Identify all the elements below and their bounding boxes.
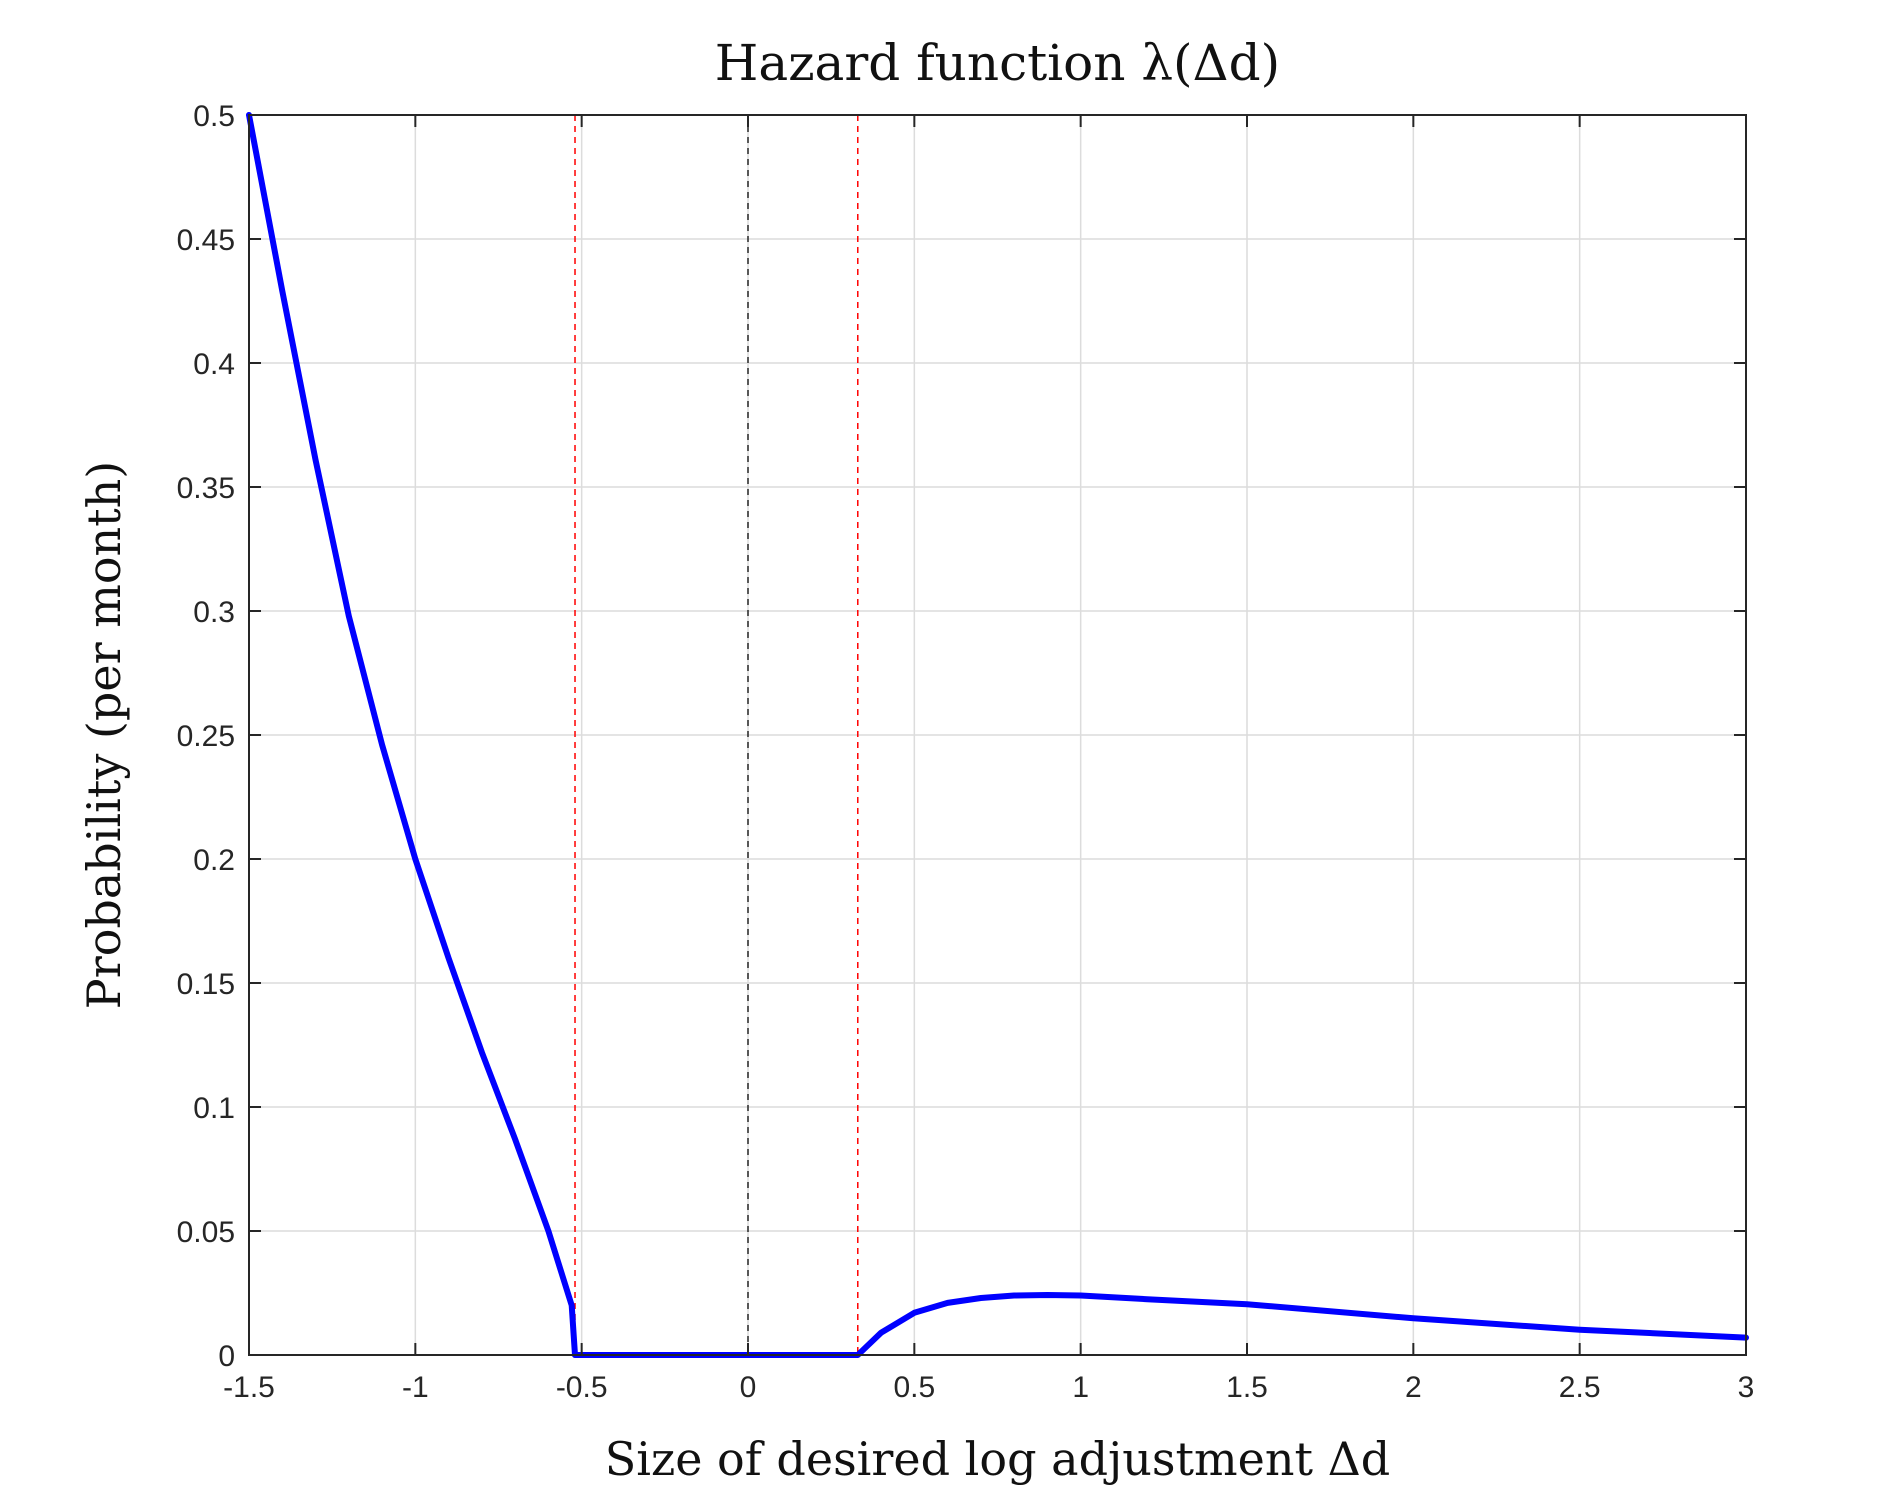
tick-marks: [248, 114, 1747, 1356]
grid-lines: [248, 114, 1747, 1356]
x-tick-label: -0.5: [556, 1371, 608, 1404]
x-tick-label: -1.5: [223, 1371, 275, 1404]
x-tick-label: 0.5: [893, 1371, 935, 1404]
y-tick-label: 0.2: [193, 844, 235, 877]
x-axis-label: Size of desired log adjustment Δd: [605, 1432, 1390, 1486]
y-tick-label: 0.25: [177, 720, 235, 753]
chart-title: Hazard function λ(Δd): [715, 34, 1280, 92]
y-tick-label: 0.3: [193, 596, 235, 629]
y-axis-label: Probability (per month): [77, 461, 131, 1009]
x-tick-label: 3: [1738, 1371, 1755, 1404]
x-tick-label: 2.5: [1559, 1371, 1601, 1404]
y-tick-label: 0.45: [177, 224, 235, 257]
x-tick-label: 1.5: [1226, 1371, 1268, 1404]
x-tick-label: 2: [1405, 1371, 1422, 1404]
x-tick-labels: -1.5 -1 -0.5 0 0.5 1 1.5 2 2.5 3: [223, 1371, 1754, 1404]
x-tick-label: 1: [1072, 1371, 1089, 1404]
y-tick-label: 0: [218, 1340, 235, 1373]
y-tick-label: 0.4: [193, 348, 235, 381]
x-tick-label: -1: [402, 1371, 429, 1404]
y-tick-label: 0.05: [177, 1216, 235, 1249]
y-tick-label: 0.15: [177, 968, 235, 1001]
y-tick-label: 0.1: [193, 1092, 235, 1125]
y-tick-labels: 0 0.05 0.1 0.15 0.2 0.25 0.3 0.35 0.4 0.45 0.5: [177, 100, 235, 1373]
y-tick-label: 0.35: [177, 472, 235, 505]
reference-lines: [574, 115, 859, 1355]
y-tick-label: 0.5: [193, 100, 235, 133]
x-tick-label: 0: [740, 1371, 757, 1404]
